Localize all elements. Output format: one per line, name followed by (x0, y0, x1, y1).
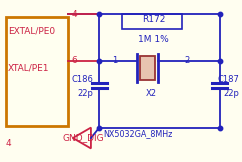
Text: R172: R172 (142, 15, 165, 24)
Text: XTAL/PE1: XTAL/PE1 (8, 64, 49, 73)
Text: EXTAL/PE0: EXTAL/PE0 (8, 27, 55, 36)
Bar (140, 56, 155, 80)
Text: 22p: 22p (77, 89, 93, 98)
Bar (6, 17, 68, 126)
Text: 4: 4 (72, 10, 77, 19)
Text: C186: C186 (71, 75, 93, 84)
Text: 2: 2 (185, 56, 190, 65)
Text: 4: 4 (6, 139, 12, 148)
Text: 6: 6 (72, 56, 77, 65)
Text: 1: 1 (112, 56, 117, 65)
Text: 22p: 22p (223, 89, 239, 98)
Bar (122, 14, 182, 29)
Text: GND_DIG: GND_DIG (62, 133, 104, 143)
Text: C187: C187 (217, 75, 239, 84)
Text: 1M 1%: 1M 1% (138, 35, 169, 44)
Text: X2: X2 (146, 89, 157, 98)
Text: NX5032GA_8MHz: NX5032GA_8MHz (103, 129, 172, 138)
